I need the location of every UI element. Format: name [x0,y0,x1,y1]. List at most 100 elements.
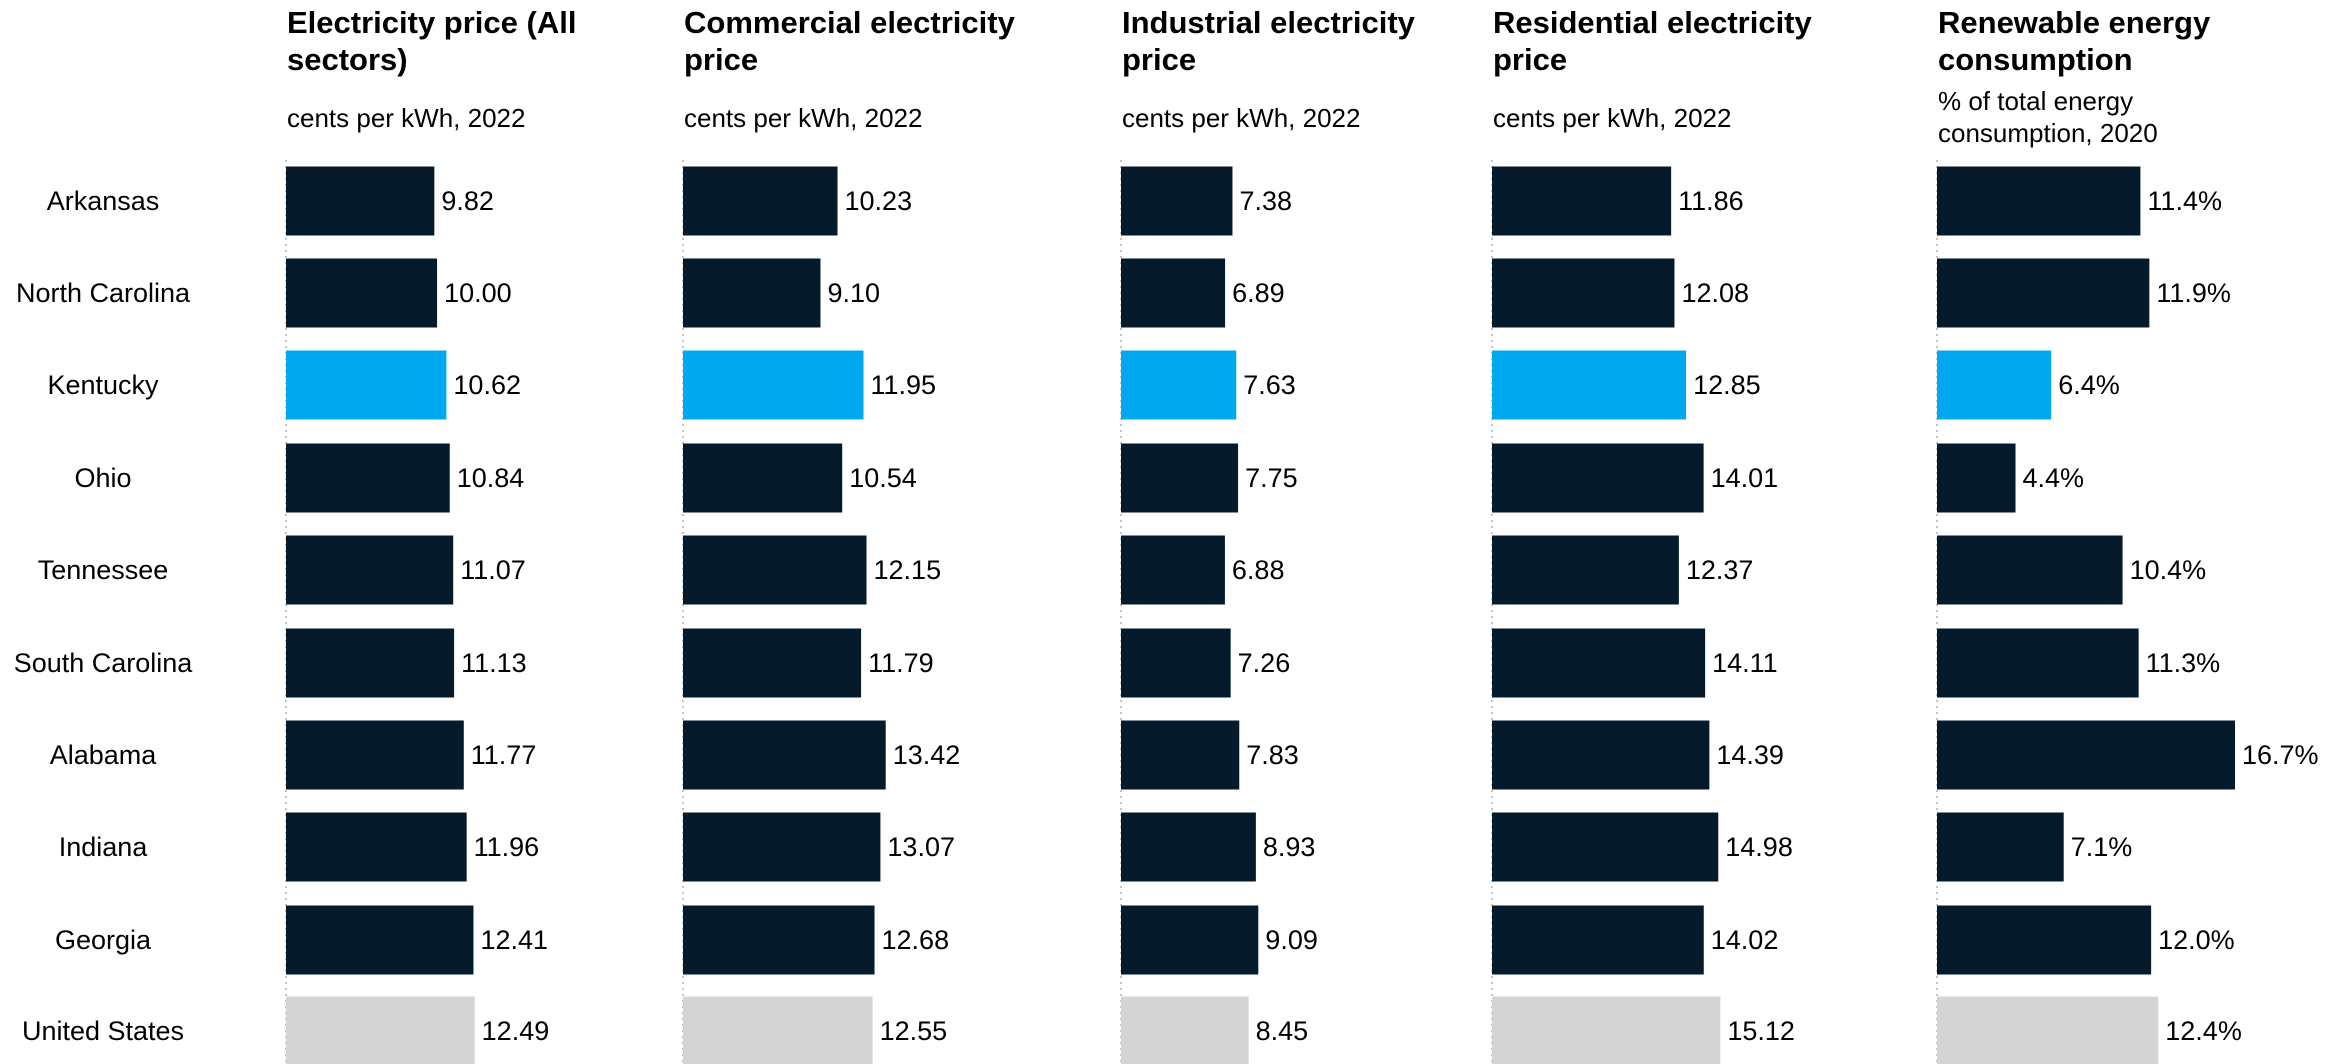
value-label: 11.77 [471,740,537,770]
value-label: 12.37 [1686,555,1754,585]
bar [1121,812,1256,882]
value-label: 7.63 [1243,370,1296,400]
bar [1937,628,2139,698]
value-label: 9.09 [1265,925,1318,955]
bar [1937,258,2150,328]
bar [1492,812,1719,882]
bar [683,350,864,420]
value-label: 7.26 [1238,648,1291,678]
bar [286,720,464,790]
bar [1492,443,1704,513]
panel-subtitle: cents per kWh, 2022 [1122,103,1360,133]
category-label: Arkansas [47,186,160,216]
bar [286,812,467,882]
value-label: 15.12 [1727,1016,1795,1046]
bar [1492,628,1706,698]
category-label: Ohio [74,463,131,493]
bar [683,720,886,790]
value-label: 9.10 [827,278,880,308]
bar [1121,905,1259,975]
value-label: 12.0% [2158,925,2235,955]
value-label: 7.38 [1239,186,1292,216]
value-label: 12.55 [880,1016,948,1046]
bar [286,628,455,698]
bar [1121,166,1233,236]
bar [1937,443,2016,513]
bar [1121,258,1226,328]
value-label: 12.4% [2165,1016,2242,1046]
panel-title: Commercial electricity [684,5,1016,40]
bar [683,628,862,698]
bar [1121,535,1225,605]
bar [286,350,447,420]
panel-subtitle: % of total energy [1938,86,2133,116]
value-label: 10.54 [849,463,917,493]
bar [286,443,450,513]
value-label: 14.11 [1712,648,1778,678]
category-label: United States [22,1016,184,1046]
bar [1492,166,1672,236]
bar [1121,996,1249,1064]
bar [683,905,875,975]
value-label: 12.85 [1693,370,1761,400]
value-label: 10.23 [845,186,913,216]
value-label: 12.15 [874,555,942,585]
value-label: 11.79 [868,648,934,678]
panel-subtitle: cents per kWh, 2022 [1493,103,1731,133]
bar [1937,535,2123,605]
value-label: 7.83 [1246,740,1299,770]
bar [1937,720,2235,790]
panel-title: Residential electricity [1493,5,1813,40]
category-label: Alabama [50,740,158,770]
value-label: 11.13 [461,648,527,678]
bar [683,812,881,882]
bar [1492,996,1721,1064]
value-label: 7.75 [1245,463,1298,493]
value-label: 12.08 [1681,278,1749,308]
bar [1492,720,1710,790]
category-label: Kentucky [47,370,159,400]
bar [683,443,843,513]
bar [1937,350,2052,420]
panel-title: Industrial electricity [1122,5,1416,40]
value-label: 6.4% [2058,370,2120,400]
value-label: 10.62 [453,370,521,400]
value-label: 8.45 [1256,1016,1309,1046]
value-label: 11.95 [871,370,937,400]
value-label: 11.07 [460,555,526,585]
value-label: 7.1% [2071,832,2133,862]
bar [683,258,821,328]
value-label: 12.68 [882,925,950,955]
bar [286,166,435,236]
bar [1937,812,2064,882]
value-label: 6.88 [1232,555,1285,585]
value-label: 11.3% [2146,648,2221,678]
bar [1937,996,2159,1064]
bar [683,535,867,605]
value-label: 11.9% [2156,278,2231,308]
panel-title: price [684,42,758,77]
value-label: 12.49 [482,1016,550,1046]
bar [286,996,475,1064]
value-label: 11.4% [2147,186,2222,216]
bar [1492,258,1675,328]
panel-title: price [1122,42,1196,77]
panel-subtitle: cents per kWh, 2022 [287,103,525,133]
bar [1937,905,2152,975]
bar [683,166,838,236]
bar [1121,350,1237,420]
bar [1492,905,1704,975]
panel-title: sectors) [287,42,408,77]
value-label: 13.42 [893,740,961,770]
value-label: 11.86 [1678,186,1744,216]
value-label: 8.93 [1263,832,1316,862]
value-label: 14.39 [1716,740,1784,770]
bar [286,535,454,605]
bar [1492,535,1679,605]
value-label: 14.98 [1725,832,1793,862]
bar [1937,166,2141,236]
value-label: 14.02 [1711,925,1779,955]
bar [1492,350,1687,420]
panel-subtitle: consumption, 2020 [1938,118,2158,148]
